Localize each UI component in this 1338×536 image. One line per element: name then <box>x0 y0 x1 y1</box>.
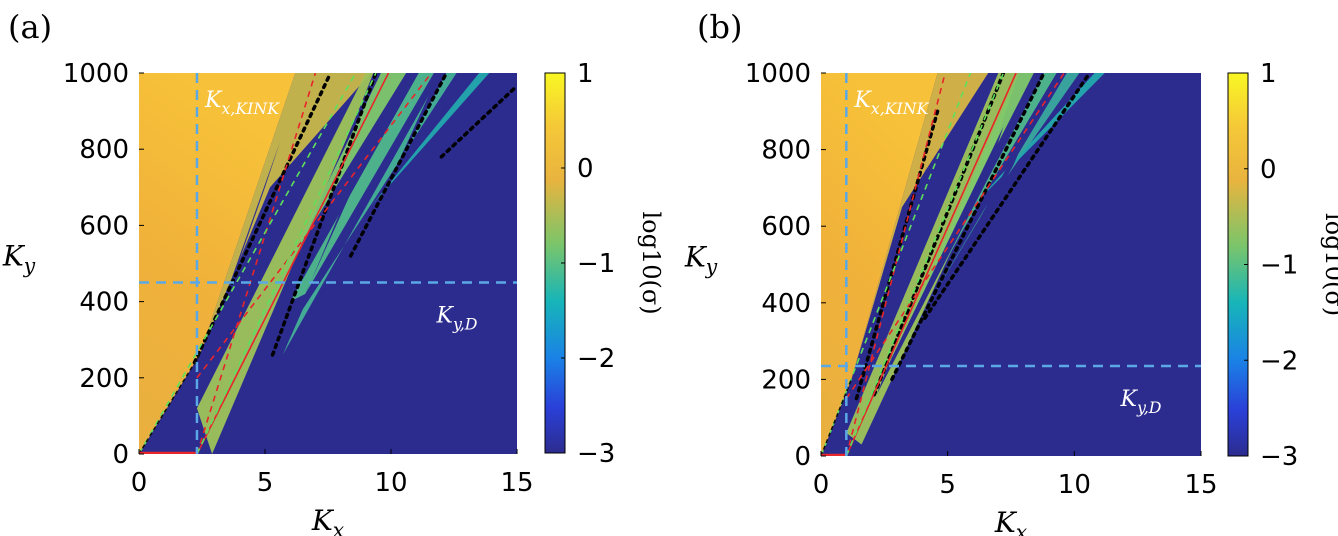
colorbar-tick-label: −1 <box>1260 251 1298 281</box>
x-tick-label: 0 <box>131 468 148 498</box>
ky-d-label: Ky,D <box>1120 387 1162 417</box>
y-tick-label: 800 <box>761 136 811 166</box>
colorbar-tick-label: −2 <box>577 344 615 374</box>
x-tick-label: 15 <box>500 468 533 498</box>
theory-line-red <box>196 73 317 454</box>
heatmap-area <box>821 73 1201 456</box>
theory-line-red <box>196 73 432 379</box>
instability-band <box>370 73 490 207</box>
stable-gap <box>876 126 1004 395</box>
theory-line-green <box>139 73 357 454</box>
colorbar-tick-label: 0 <box>577 154 594 184</box>
y-axis-label: Ky <box>684 241 718 279</box>
y-tick-label: 0 <box>112 440 129 470</box>
dotted-boundary <box>270 73 378 357</box>
theory-line-green <box>196 73 377 454</box>
dotted-boundary <box>192 73 333 365</box>
y-axis-label: Ky <box>2 240 36 278</box>
high-growth-region <box>139 73 296 454</box>
y-tick-label: 800 <box>79 135 129 165</box>
kink-label: Kx,KINK <box>204 88 280 118</box>
colorbar-tick-label: −3 <box>1260 442 1298 472</box>
theory-line-red <box>845 73 1017 456</box>
theory-line-green <box>845 73 1005 456</box>
x-tick-label: 10 <box>374 468 407 498</box>
heatmap-area <box>139 73 517 454</box>
x-axis-label: Kx <box>311 504 345 536</box>
colorbar-tick-label: −2 <box>1260 346 1298 376</box>
ky-d-label: Ky,D <box>436 304 478 334</box>
y-tick-label: 400 <box>79 288 129 318</box>
instability-band <box>290 73 434 302</box>
colorbar-label: log10(σ) <box>1320 213 1338 316</box>
colorbar-tick-label: −3 <box>577 439 615 469</box>
colorbar: 1 0 −1 −2 −3 log10(σ) <box>1227 59 1338 472</box>
theory-line-red <box>196 73 390 454</box>
stable-gap <box>897 111 1037 380</box>
dotted-boundary <box>348 73 449 258</box>
origin-diagonal <box>139 354 201 454</box>
theory-line-green <box>821 73 972 456</box>
instability-band <box>199 73 371 355</box>
colorbar: 1 0 −1 −2 −3 log10(σ) <box>544 59 665 469</box>
high-growth-region <box>821 73 938 456</box>
x-tick-label: 10 <box>1058 470 1091 500</box>
x-tick-label: 5 <box>939 470 956 500</box>
y-tick-label: 600 <box>761 212 811 242</box>
dotted-boundary <box>854 109 940 401</box>
colorbar-tick-label: 0 <box>1260 155 1277 185</box>
panel-label: (b) <box>697 8 742 46</box>
dotted-boundary <box>890 73 1046 382</box>
colorbar-tick-label: −1 <box>577 249 615 279</box>
colorbar-tick-label: 1 <box>577 59 594 89</box>
kink-label: Kx,KINK <box>853 88 929 118</box>
dotted-boundary <box>923 73 1092 320</box>
y-tick-label: 1000 <box>63 59 129 89</box>
y-tick-label: 600 <box>79 211 129 241</box>
y-tick-label: 200 <box>761 365 811 395</box>
x-tick-label: 15 <box>1184 470 1217 500</box>
colorbar-label: log10(σ) <box>637 211 665 314</box>
x-tick-label: 0 <box>813 470 830 500</box>
y-tick-label: 0 <box>794 442 811 472</box>
y-tick-label: 1000 <box>745 59 811 89</box>
y-tick-label: 400 <box>761 289 811 319</box>
colorbar-tick-label: 1 <box>1260 59 1277 89</box>
dotted-boundary <box>439 86 517 159</box>
panel-label: (a) <box>8 8 52 46</box>
x-axis-label: Kx <box>994 506 1028 536</box>
y-tick-label: 200 <box>79 364 129 394</box>
x-tick-label: 5 <box>257 468 274 498</box>
